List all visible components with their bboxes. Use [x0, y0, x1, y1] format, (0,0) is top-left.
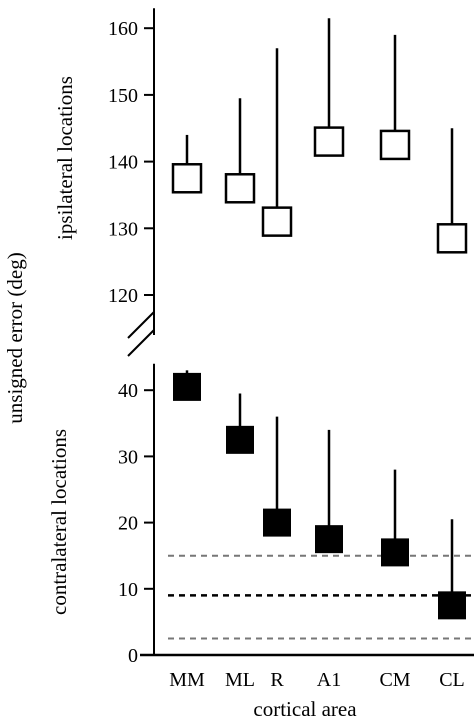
bottom-y-axis-label: contralateral locations: [47, 429, 71, 615]
top-data: [171, 18, 468, 254]
x-tick-label: MM: [169, 669, 205, 691]
axis-break-icon: [127, 311, 155, 357]
top-y-tick-label: 120: [108, 285, 138, 307]
top-y-tick-label: 130: [108, 218, 138, 240]
top-point-MM: [171, 163, 203, 194]
x-tick-label: CL: [439, 669, 465, 691]
bottom-point-ML: [226, 425, 254, 454]
bottom-y-axis: 0 10 20 30 40: [118, 363, 155, 667]
top-y-tick-label: 160: [108, 18, 138, 40]
bottom-y-tick-label: 10: [118, 579, 138, 601]
top-point-A1: [313, 126, 345, 157]
bottom-point-A1: [315, 525, 343, 554]
x-tick-label: A1: [317, 669, 341, 691]
bottom-y-tick-label: 30: [118, 446, 138, 468]
reference-lines: [168, 554, 474, 640]
bottom-y-tick-label: 0: [128, 645, 138, 667]
bottom-point-CL: [438, 591, 466, 620]
bottom-y-tick-label: 20: [118, 513, 138, 535]
top-point-CM: [379, 129, 411, 161]
top-panel: 120 130 140 150 160 ipsilateral locations: [53, 8, 468, 336]
top-point-ML: [224, 173, 256, 204]
shared-y-axis-label: unsigned error (deg): [3, 252, 27, 423]
bottom-point-CM: [381, 538, 409, 567]
top-y-axis-label: ipsilateral locations: [53, 76, 77, 240]
bottom-point-R: [263, 508, 291, 537]
top-y-tick-label: 150: [108, 85, 138, 107]
x-tick-label: CM: [379, 669, 410, 691]
top-y-axis: 120 130 140 150 160: [108, 8, 155, 336]
bottom-panel: 0 10 20 30 40 MM ML R A1 CM CL contralateral loca…: [47, 363, 474, 721]
bottom-data: [173, 370, 466, 620]
top-y-tick-label: 140: [108, 152, 138, 174]
x-tick-label: ML: [225, 669, 255, 691]
x-tick-label: R: [270, 669, 284, 691]
top-point-R: [261, 206, 293, 237]
bottom-point-MM: [173, 372, 201, 401]
x-axis-label: cortical area: [253, 697, 357, 721]
top-point-CL: [436, 223, 468, 254]
bottom-y-tick-label: 40: [118, 380, 138, 402]
x-axis: MM ML R A1 CM CL: [140, 653, 474, 691]
